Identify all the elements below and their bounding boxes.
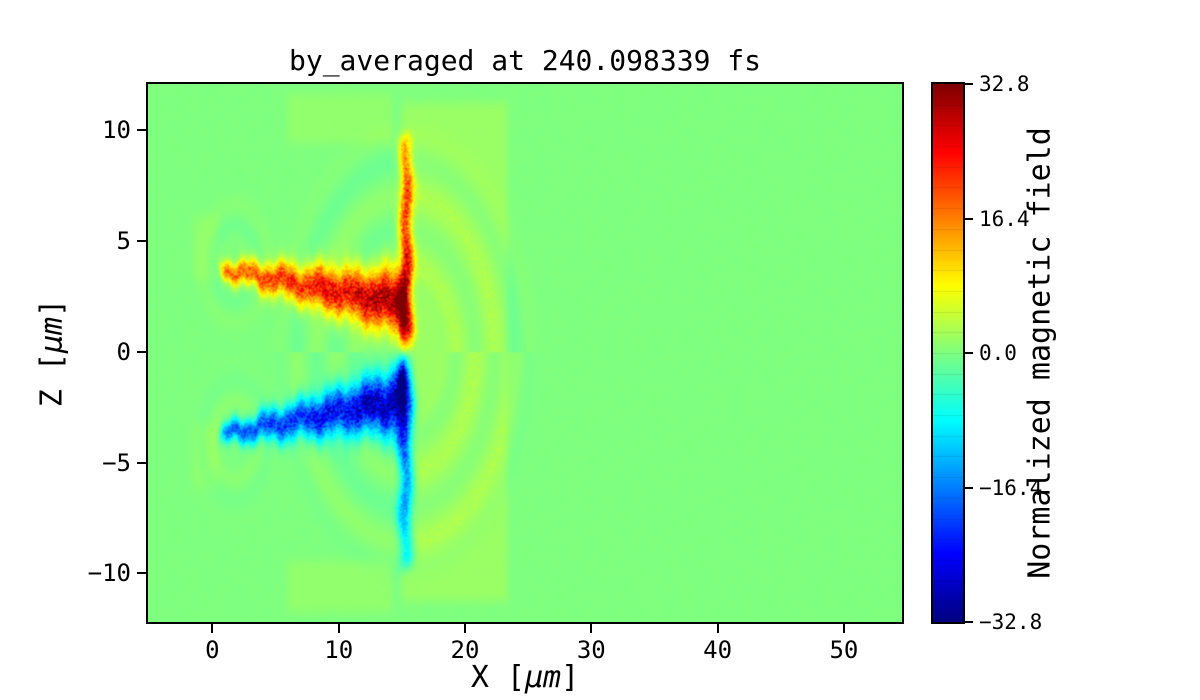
y-tick xyxy=(137,240,146,243)
x-axis-label-text: X [μm] xyxy=(470,660,580,695)
y-tick xyxy=(137,129,146,132)
x-tick-label: 30 xyxy=(576,636,606,664)
colorbar-tick xyxy=(965,217,973,220)
y-tick-label: 10 xyxy=(102,116,131,145)
x-tick xyxy=(464,624,466,633)
colorbar-tick-label: 32.8 xyxy=(979,72,1030,96)
y-tick-label: −5 xyxy=(102,448,131,477)
colorbar-label-text: Normalized magnetic field xyxy=(1022,127,1058,579)
x-tick xyxy=(211,624,214,633)
x-tick-label: 0 xyxy=(205,636,220,664)
colorbar-tick xyxy=(965,83,973,85)
colorbar-border xyxy=(931,82,965,624)
y-tick xyxy=(137,461,146,464)
y-tick-label: −10 xyxy=(87,559,131,588)
colorbar-tick-label: −32.8 xyxy=(979,610,1043,634)
colorbar-label: Normalized magnetic field xyxy=(1023,127,1058,579)
x-tick-label: 50 xyxy=(829,636,859,664)
x-tick-label: 20 xyxy=(450,636,480,664)
x-tick-label: 10 xyxy=(324,636,354,664)
x-tick xyxy=(337,624,340,633)
x-tick xyxy=(716,624,719,633)
x-tick-label: 40 xyxy=(703,636,733,664)
colorbar-tick-label: −16.4 xyxy=(979,475,1043,500)
colorbar-gradient xyxy=(933,84,963,622)
heatmap-canvas xyxy=(148,84,902,622)
colorbar-tick xyxy=(965,486,973,489)
y-tick xyxy=(137,572,146,575)
y-tick-label: 0 xyxy=(116,337,131,366)
colorbar-tick-label: 16.4 xyxy=(979,206,1030,231)
x-tick xyxy=(590,624,593,633)
y-tick xyxy=(137,350,146,353)
x-axis-label: X [μm] xyxy=(148,660,902,695)
plot-title: by_averaged at 240.098339 fs xyxy=(288,44,761,77)
x-tick xyxy=(842,624,845,633)
colorbar-tick xyxy=(965,352,973,354)
plot-border xyxy=(146,82,904,624)
colorbar-tick xyxy=(965,621,973,623)
colorbar-tick-label: 0.0 xyxy=(979,341,1017,365)
y-tick-label: 5 xyxy=(116,227,131,256)
